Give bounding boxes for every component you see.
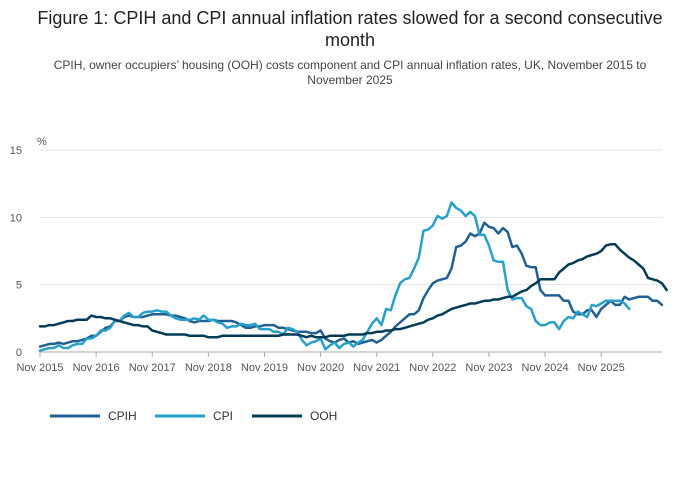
x-tick-label: Nov 2018 [185,362,232,374]
x-tick-label: Nov 2015 [16,362,63,374]
legend: CPIH CPI OOH [50,409,337,423]
y-axis-unit-label: % [37,136,47,148]
y-tick-label: 0 [16,347,22,359]
x-tick-label: Nov 2024 [522,362,569,374]
x-tick-label: Nov 2025 [578,362,625,374]
chart-title: Figure 1: CPIH and CPI annual inflation … [37,8,663,50]
legend-label-ooh: OOH [310,409,337,423]
x-tick-label: Nov 2017 [129,362,176,374]
legend-label-cpi: CPI [213,409,233,423]
x-tick-label: Nov 2021 [353,362,400,374]
x-tick-label: Nov 2023 [465,362,512,374]
series-line-cpi [38,201,631,352]
series-lines [38,201,668,352]
x-tick-label: Nov 2016 [73,362,120,374]
x-tick-label: Nov 2022 [409,362,456,374]
y-tick-label: 15 [10,145,22,157]
y-tick-label: 10 [10,212,22,224]
x-tick-label: Nov 2019 [241,362,288,374]
chart-subtitle: CPIH, owner occupiers’ housing (OOH) cos… [53,58,647,87]
series-line-ooh [38,243,668,339]
y-tick-label: 5 [16,280,22,292]
axes: 0 5 10 15% Nov 2015 Nov 2016 Nov 2017 Nov 2018 N… [10,136,662,374]
x-tick-label: Nov 2020 [297,362,344,374]
legend-label-cpih: CPIH [108,409,137,423]
gridlines [40,149,662,286]
series-line-cpih [38,221,664,348]
